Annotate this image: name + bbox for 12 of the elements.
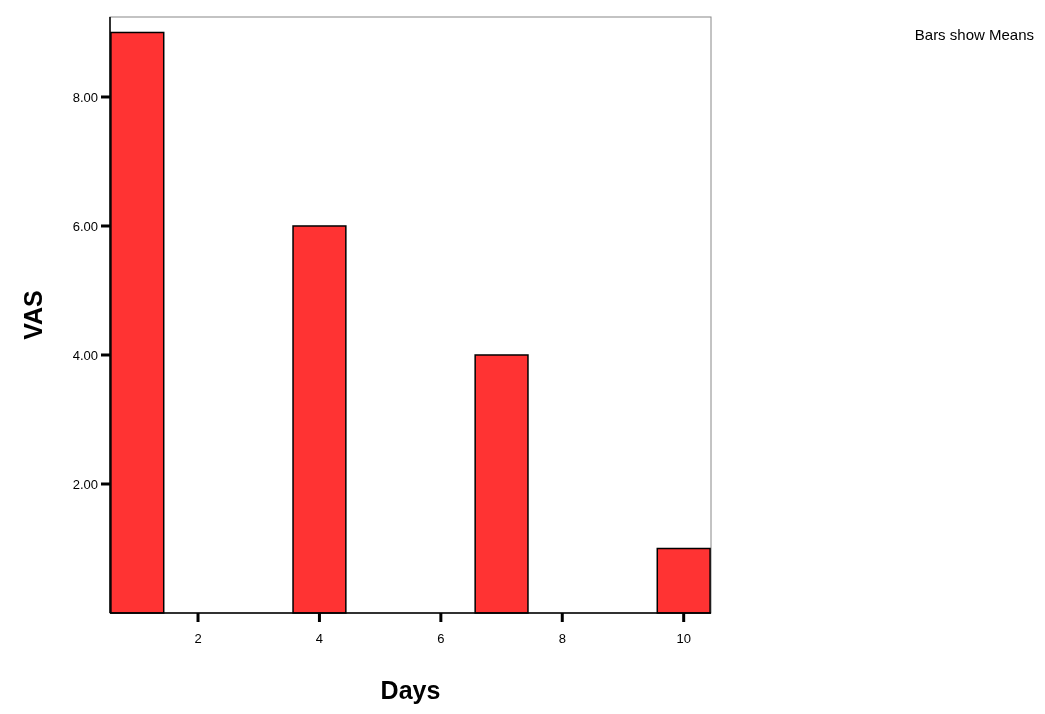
y-tick-label: 6.00	[72, 218, 98, 234]
y-tick-label: 2.00	[72, 476, 98, 492]
x-tick-label: 8	[558, 631, 566, 646]
x-tick-label: 6	[437, 631, 445, 646]
y-tick-label: 8.00	[72, 89, 98, 105]
y-tick-label: 4.00	[72, 347, 98, 363]
x-tick-label: 10	[676, 631, 691, 646]
text: Bars show Means	[914, 26, 1034, 43]
x-tick-label: 2	[194, 631, 202, 646]
x-tick-label: 4	[315, 631, 324, 646]
y-axis-title: VAS	[19, 290, 47, 340]
x-axis-title: Days	[380, 676, 441, 704]
